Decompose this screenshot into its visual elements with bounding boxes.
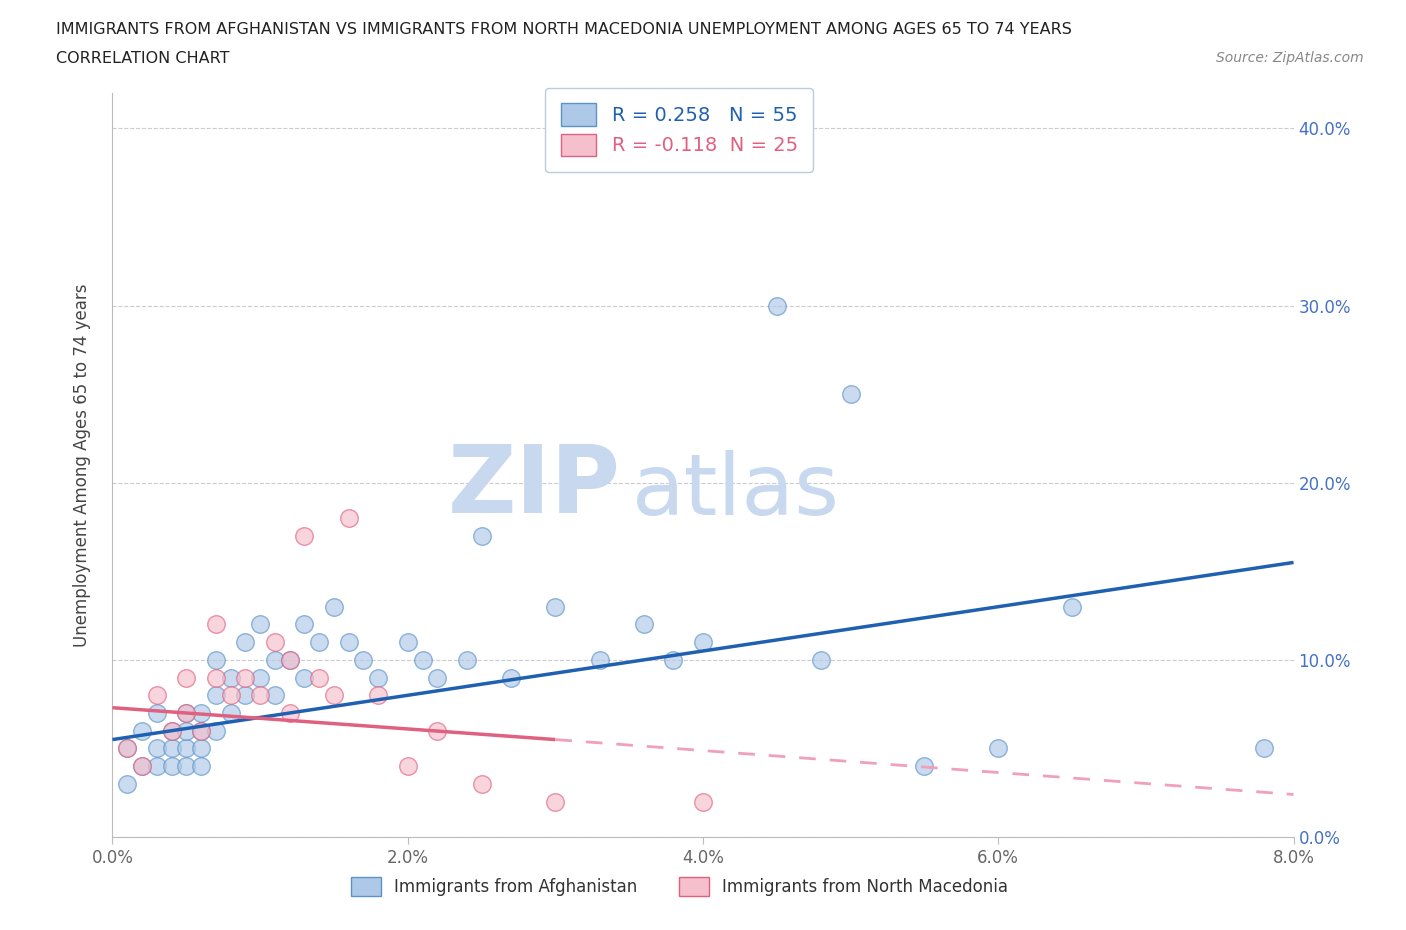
Point: [765, 299, 787, 313]
Point: [131, 759, 153, 774]
Point: [190, 724, 212, 738]
Point: [249, 688, 271, 703]
Point: [278, 653, 301, 668]
Point: [396, 634, 419, 649]
Point: [471, 528, 494, 543]
Text: ZIP: ZIP: [447, 442, 620, 533]
Point: [249, 671, 271, 685]
Point: [174, 741, 197, 756]
Point: [160, 724, 183, 738]
Point: [692, 794, 714, 809]
Point: [117, 777, 138, 791]
Point: [233, 634, 256, 649]
Point: [810, 653, 832, 668]
Point: [205, 688, 228, 703]
Text: IMMIGRANTS FROM AFGHANISTAN VS IMMIGRANTS FROM NORTH MACEDONIA UNEMPLOYMENT AMON: IMMIGRANTS FROM AFGHANISTAN VS IMMIGRANT…: [56, 22, 1073, 37]
Point: [146, 759, 169, 774]
Point: [278, 653, 301, 668]
Point: [352, 653, 374, 668]
Point: [160, 759, 183, 774]
Point: [292, 617, 315, 631]
Point: [501, 671, 523, 685]
Point: [174, 759, 197, 774]
Point: [219, 706, 242, 721]
Y-axis label: Unemployment Among Ages 65 to 74 years: Unemployment Among Ages 65 to 74 years: [73, 284, 91, 646]
Point: [174, 671, 197, 685]
Point: [839, 387, 862, 402]
Point: [190, 741, 212, 756]
Point: [308, 634, 330, 649]
Point: [692, 634, 714, 649]
Point: [412, 653, 434, 668]
Point: [249, 617, 271, 631]
Point: [308, 671, 330, 685]
Point: [205, 671, 228, 685]
Point: [588, 653, 610, 668]
Point: [264, 653, 287, 668]
Point: [264, 634, 287, 649]
Point: [146, 688, 169, 703]
Point: [117, 741, 138, 756]
Point: [219, 688, 242, 703]
Legend: Immigrants from Afghanistan, Immigrants from North Macedonia: Immigrants from Afghanistan, Immigrants …: [344, 870, 1015, 903]
Point: [367, 688, 389, 703]
Point: [292, 528, 315, 543]
Point: [337, 511, 360, 525]
Point: [205, 724, 228, 738]
Point: [633, 617, 655, 631]
Point: [278, 706, 301, 721]
Point: [544, 794, 567, 809]
Point: [146, 706, 169, 721]
Point: [292, 671, 315, 685]
Point: [205, 653, 228, 668]
Point: [174, 724, 197, 738]
Point: [264, 688, 287, 703]
Point: [219, 671, 242, 685]
Point: [233, 688, 256, 703]
Point: [323, 599, 346, 614]
Point: [914, 759, 936, 774]
Point: [987, 741, 1010, 756]
Point: [396, 759, 419, 774]
Point: [160, 724, 183, 738]
Point: [426, 671, 449, 685]
Point: [131, 724, 153, 738]
Point: [117, 741, 138, 756]
Point: [174, 706, 197, 721]
Point: [174, 706, 197, 721]
Point: [337, 634, 360, 649]
Point: [190, 759, 212, 774]
Point: [544, 599, 567, 614]
Point: [1062, 599, 1084, 614]
Point: [471, 777, 494, 791]
Text: Source: ZipAtlas.com: Source: ZipAtlas.com: [1216, 51, 1364, 65]
Point: [1253, 741, 1275, 756]
Point: [662, 653, 685, 668]
Point: [160, 741, 183, 756]
Point: [456, 653, 478, 668]
Point: [205, 617, 228, 631]
Point: [233, 671, 256, 685]
Point: [190, 706, 212, 721]
Point: [426, 724, 449, 738]
Point: [131, 759, 153, 774]
Text: atlas: atlas: [633, 449, 841, 533]
Point: [146, 741, 169, 756]
Text: CORRELATION CHART: CORRELATION CHART: [56, 51, 229, 66]
Point: [367, 671, 389, 685]
Point: [190, 724, 212, 738]
Point: [323, 688, 346, 703]
